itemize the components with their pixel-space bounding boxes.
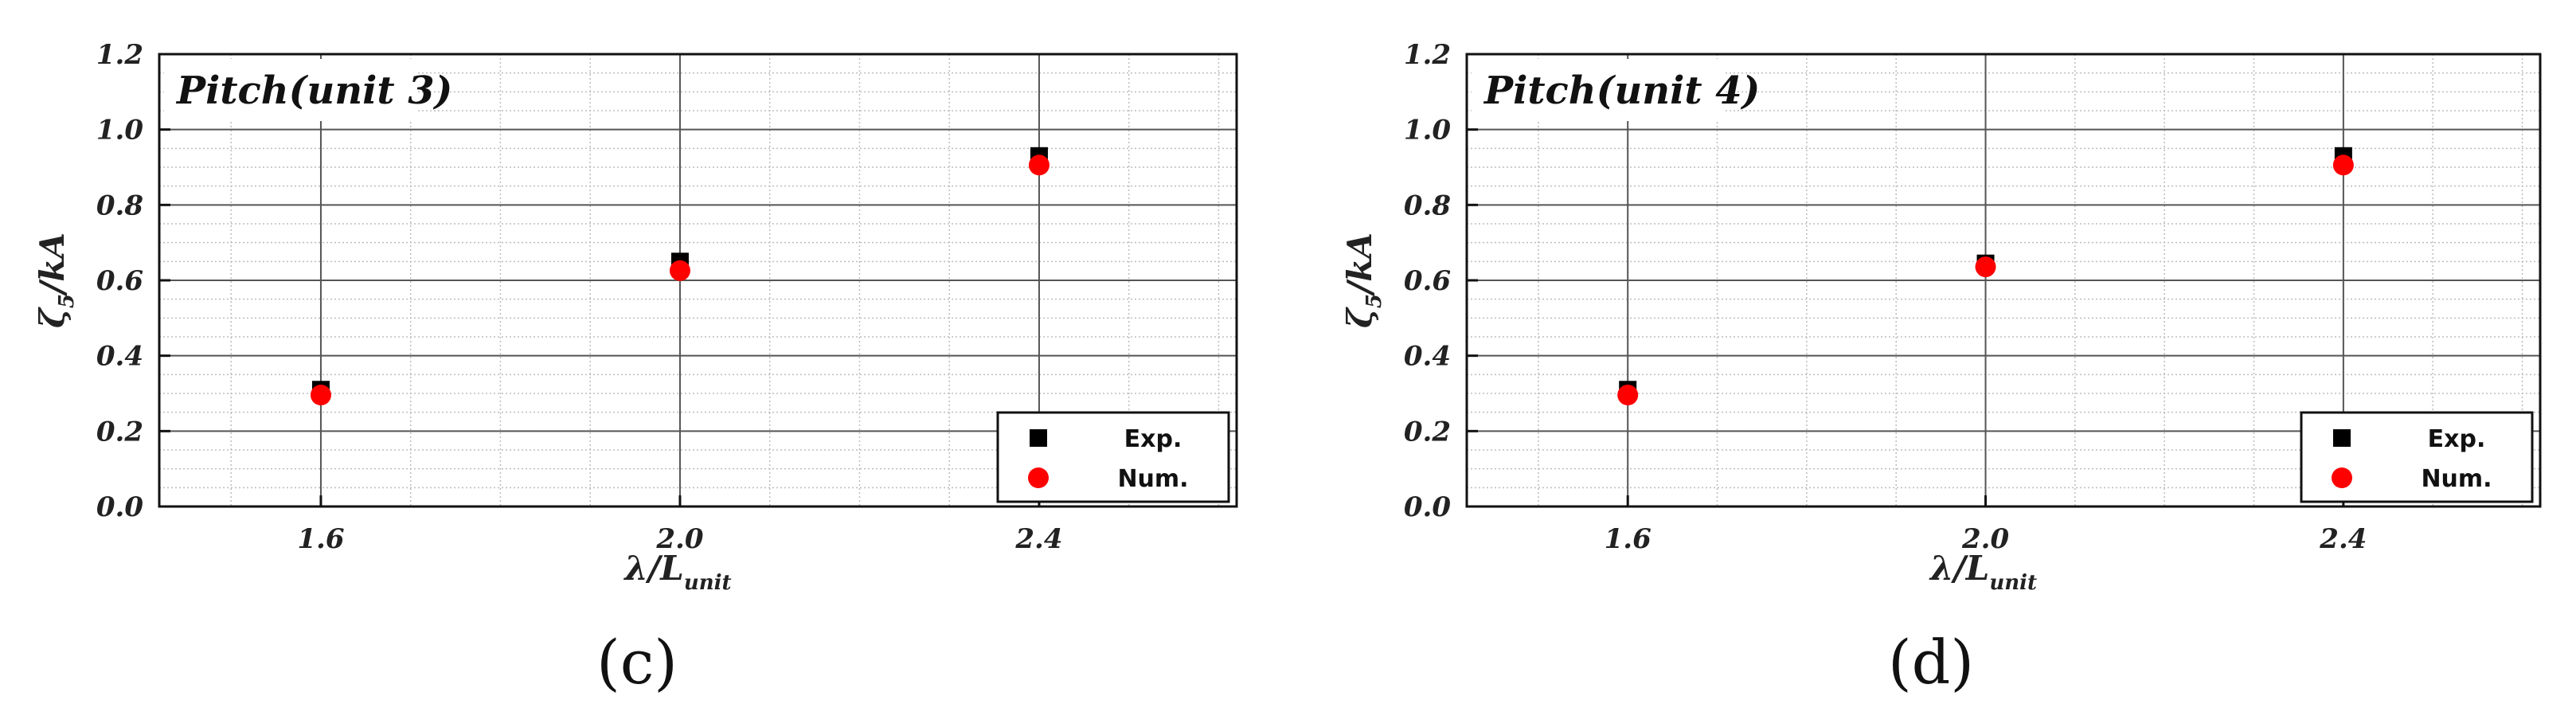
y-tick-label: 1.2: [96, 39, 143, 71]
panel-annotation: Pitch(unit 4): [1483, 68, 1760, 113]
y-axis-label-main: ζ: [1340, 307, 1379, 328]
legend-label: Exp.: [2428, 425, 2486, 453]
x-tick-label: 2.0: [1961, 523, 2009, 555]
y-axis-label-main: ζ: [33, 307, 72, 328]
y-axis-label-sub: 5: [1362, 294, 1386, 308]
legend-marker-num: [2332, 467, 2352, 488]
panel-caption: (d): [1888, 627, 1974, 698]
annotation-box: [1472, 59, 1725, 121]
y-tick-label: 0.8: [1404, 190, 1451, 221]
x-tick-label: 2.4: [2319, 523, 2367, 555]
chart-panel-1: 0.0 0.2 0.4 0.6 0.8 1.0 1.2 1.6 2.0 2.4 λ/Lunit ζ5/…: [1340, 39, 2542, 698]
annotation-box: [164, 59, 417, 121]
legend-label: Num.: [1117, 465, 1188, 493]
y-axis-label-tail: /kA: [33, 233, 72, 297]
y-tick-label: 0.0: [96, 491, 143, 523]
y-tick-label: 0.6: [96, 265, 143, 297]
y-tick-label: 0.4: [1404, 341, 1451, 373]
legend-marker-num: [1028, 467, 1049, 488]
panel-annotation: Pitch(unit 3): [175, 68, 452, 113]
x-axis-label-main: λ/L: [623, 549, 683, 588]
x-tick-label: 1.6: [1605, 523, 1652, 555]
y-tick-label: 1.0: [1404, 115, 1451, 147]
y-tick-label: 0.2: [1404, 416, 1451, 448]
y-tick-label: 0.4: [96, 341, 143, 373]
panel-caption: (c): [596, 627, 678, 698]
y-axis-label-tail: /kA: [1340, 233, 1379, 297]
legend: Exp. Num.: [2300, 411, 2534, 503]
x-axis-label-sub: unit: [1989, 571, 2037, 595]
y-tick-label: 1.0: [96, 115, 143, 147]
y-axis-label-sub: 5: [55, 294, 79, 308]
y-tick-label: 0.8: [96, 190, 143, 221]
x-axis-label-main: λ/L: [1929, 549, 1989, 588]
data-point-num: [1617, 385, 1639, 405]
series-num: [1617, 154, 2354, 405]
y-tick-label: 1.2: [1404, 39, 1451, 71]
y-axis-label: ζ5/kA: [33, 233, 79, 328]
x-axis-label: λ/Lunit: [623, 549, 731, 595]
data-point-num: [1975, 256, 1996, 278]
data-point-num: [669, 260, 690, 281]
chart-panel-0: 0.0 0.2 0.4 0.6 0.8 1.0 1.2 1.6 2.0 2.4 λ/Lunit ζ5/…: [33, 39, 1238, 698]
legend-box: [2300, 411, 2534, 503]
legend-marker-exp: [1030, 429, 1047, 447]
legend-label: Num.: [2421, 465, 2492, 493]
x-tick-label: 2.0: [655, 523, 703, 555]
legend-label: Exp.: [1124, 425, 1182, 453]
legend-marker-exp: [2333, 429, 2351, 447]
x-tick-label: 2.4: [1014, 523, 1062, 555]
x-axis-label-sub: unit: [684, 571, 732, 595]
data-point-num: [2332, 154, 2354, 176]
y-tick-label: 0.6: [1404, 265, 1451, 297]
y-tick-label: 0.0: [1404, 491, 1451, 523]
data-point-num: [310, 385, 331, 405]
y-tick-label: 0.2: [96, 416, 143, 448]
series-num: [310, 154, 1050, 405]
x-axis-label: λ/Lunit: [1929, 549, 2037, 595]
legend: Exp. Num.: [996, 411, 1230, 503]
x-tick-label: 1.6: [297, 523, 344, 555]
y-axis-label: ζ5/kA: [1340, 233, 1386, 328]
legend-box: [996, 411, 1230, 503]
data-point-num: [1028, 154, 1050, 176]
